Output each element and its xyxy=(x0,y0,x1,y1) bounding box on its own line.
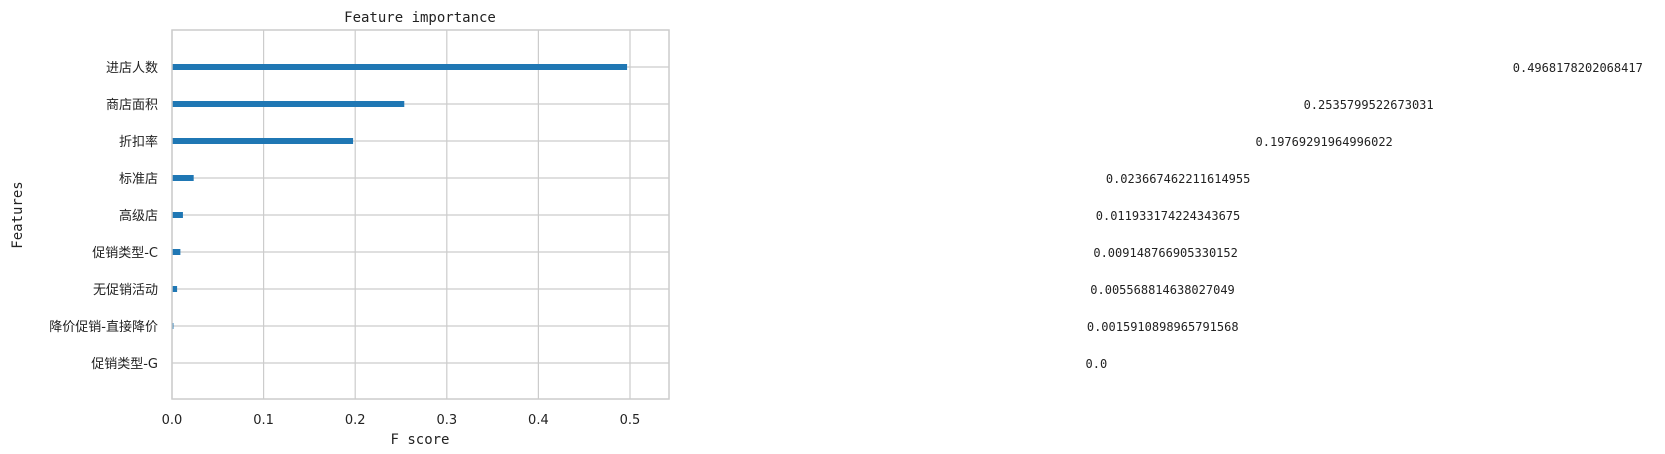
x-tick-label: 0.1 xyxy=(253,413,274,428)
data-label: 0.023667462211614955 xyxy=(1106,172,1251,186)
bar xyxy=(172,249,181,255)
bar xyxy=(172,101,405,107)
y-tick-label: 促销类型-G xyxy=(91,357,158,372)
data-label: 0.0015910898965791568 xyxy=(1087,320,1239,334)
data-label: 0.011933174224343675 xyxy=(1096,209,1241,223)
y-tick-label: 商店面积 xyxy=(106,98,158,113)
y-tick-label: 降价促销-直接降价 xyxy=(49,319,158,335)
y-tick-label: 折扣率 xyxy=(119,134,158,150)
data-label: 0.0 xyxy=(1086,357,1108,371)
bar xyxy=(172,64,628,70)
x-axis-label: F score xyxy=(390,432,449,448)
x-tick-label: 0.3 xyxy=(436,413,457,428)
y-tick-label: 标准店 xyxy=(119,172,158,187)
data-label: 0.2535799522673031 xyxy=(1304,98,1434,112)
x-tick-label: 0.0 xyxy=(162,413,183,428)
x-tick-labels: 0.0 0.1 0.2 0.3 0.4 0.5 xyxy=(162,413,641,428)
y-tick-label: 促销类型-C xyxy=(92,246,158,261)
data-label: 0.009148766905330152 xyxy=(1093,246,1238,260)
grid xyxy=(171,30,669,399)
y-axis-label: Features xyxy=(10,181,26,248)
bar xyxy=(172,286,178,292)
data-labels: 0.4968178202068417 0.2535799522673031 0.19… xyxy=(1086,61,1643,371)
x-tick-label: 0.4 xyxy=(528,413,549,428)
chart-title: Feature importance xyxy=(344,10,496,26)
bar xyxy=(172,212,183,218)
plot-frame xyxy=(171,29,670,400)
y-tick-label: 高级店 xyxy=(119,208,158,224)
y-tick-label: 无促销活动 xyxy=(93,283,158,298)
y-tick-label: 进店人数 xyxy=(106,61,158,76)
bar xyxy=(172,175,194,181)
x-tick-label: 0.5 xyxy=(620,413,641,428)
data-label: 0.19769291964996022 xyxy=(1256,135,1393,149)
data-label: 0.005568814638027049 xyxy=(1090,283,1235,297)
data-label: 0.4968178202068417 xyxy=(1513,61,1643,75)
x-tick-label: 0.2 xyxy=(345,413,366,428)
bar xyxy=(172,138,354,144)
